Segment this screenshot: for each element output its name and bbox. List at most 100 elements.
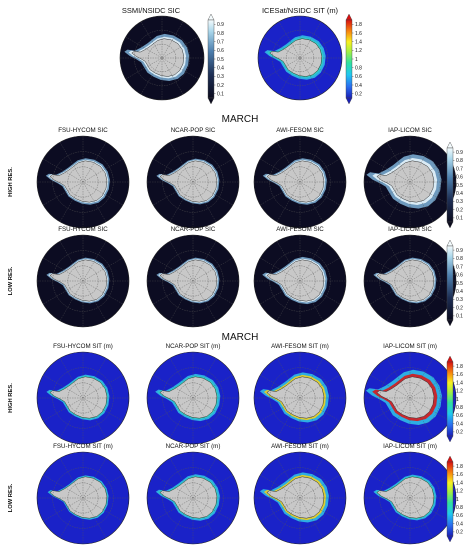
colorbar-tick-label: 0.2 bbox=[456, 305, 463, 311]
section2-map-r1-c3 bbox=[363, 451, 457, 545]
colorbar-tick-label: 0.3 bbox=[456, 297, 463, 303]
colorbar-tick-label: 1.2 bbox=[456, 389, 463, 395]
section1-map-title: NCAR-POP SIC bbox=[171, 127, 216, 134]
section2-map-r0-c2 bbox=[253, 351, 347, 445]
colorbar-tick-label: 0.4 bbox=[355, 83, 362, 89]
colorbar-tick-label: 0.8 bbox=[355, 65, 362, 71]
colorbar-tick-label: 0.9 bbox=[217, 22, 224, 28]
section2-row-label: LOW RES. bbox=[8, 483, 14, 512]
colorbar-tick-label: 0.6 bbox=[355, 74, 362, 80]
colorbar-tick-label: 1.6 bbox=[355, 31, 362, 37]
section1-map-r1-c2 bbox=[253, 234, 347, 328]
colorbar-tick-label: 0.4 bbox=[217, 65, 224, 71]
section1-row-label: HIGH RES. bbox=[8, 167, 14, 197]
top-colorbar-sic: 0.9 0.8 0.7 0.6 0.5 0.4 0.3 0.2 0.1 bbox=[207, 13, 224, 105]
colorbar-tick-label: 0.9 bbox=[456, 150, 463, 156]
colorbar-tick-label: 0.2 bbox=[456, 430, 463, 436]
colorbar-tick-label: 0.8 bbox=[456, 256, 463, 262]
colorbar-tick-label: 0.7 bbox=[217, 39, 224, 45]
colorbar-tick-label: 1.4 bbox=[456, 480, 463, 486]
colorbar-tick-label: 0.3 bbox=[456, 199, 463, 205]
colorbar-tick-label: 0.5 bbox=[456, 183, 463, 189]
section1-map-title: AWI-FESOM SIC bbox=[276, 127, 324, 134]
colorbar-tick-label: 1.2 bbox=[355, 48, 362, 54]
colorbar-tick-label: 0.1 bbox=[456, 216, 463, 222]
section2-map-r0-c0 bbox=[36, 351, 130, 445]
top-panel-title-sit: ICESat/NSIDC SIT (m) bbox=[262, 6, 339, 15]
colorbar-tick-label: 1.6 bbox=[456, 472, 463, 478]
colorbar-tick-label: 0.4 bbox=[456, 521, 463, 527]
section1-map-r1-c1 bbox=[146, 234, 240, 328]
colorbar-tick-label: 0.8 bbox=[217, 31, 224, 37]
colorbar-tick-label: 0.6 bbox=[456, 273, 463, 279]
colorbar-tick-label: 0.2 bbox=[355, 91, 362, 97]
colorbar-tick-label: 0.4 bbox=[456, 421, 463, 427]
section1-map-r0-c0 bbox=[36, 135, 130, 229]
top-map-sic bbox=[119, 15, 205, 101]
colorbar-tick-label: 1.2 bbox=[456, 489, 463, 495]
section1-colorbar-high: 0.9 0.8 0.7 0.6 0.5 0.4 0.3 0.2 0.1 bbox=[446, 141, 463, 229]
colorbar-tick-label: 1.8 bbox=[355, 22, 362, 28]
section1-map-title: IAP-LICOM SIC bbox=[388, 127, 432, 134]
colorbar-tick-label: 0.7 bbox=[456, 264, 463, 270]
colorbar-tick-label: 0.2 bbox=[456, 207, 463, 213]
colorbar-tick-label: 0.9 bbox=[456, 248, 463, 254]
section1-map-r1-c0 bbox=[36, 234, 130, 328]
colorbar-tick-label: 0.8 bbox=[456, 505, 463, 511]
section2-map-title: AWI-FESOM SIT (m) bbox=[271, 343, 329, 350]
colorbar-tick-label: 1.6 bbox=[456, 372, 463, 378]
colorbar-tick-label: 0.6 bbox=[456, 513, 463, 519]
section2-map-title: FSU-HYCOM SIT (m) bbox=[53, 443, 113, 450]
colorbar-tick-label: 0.4 bbox=[456, 191, 463, 197]
section2-header: MARCH bbox=[222, 332, 259, 343]
section2-map-title: IAP-LICOM SIT (m) bbox=[383, 343, 437, 350]
colorbar-tick-label: 0.4 bbox=[456, 289, 463, 295]
section2-map-r1-c2 bbox=[253, 451, 347, 545]
section1-header: MARCH bbox=[222, 114, 259, 125]
section1-map-r1-c3 bbox=[363, 234, 457, 328]
colorbar-tick-label: 0.8 bbox=[456, 158, 463, 164]
colorbar-tick-label: 0.5 bbox=[217, 57, 224, 63]
section2-map-r0-c3 bbox=[363, 351, 457, 445]
colorbar-tick-label: 0.2 bbox=[217, 83, 224, 89]
section2-map-title: NCAR-POP SIT (m) bbox=[166, 343, 221, 350]
colorbar-tick-label: 1 bbox=[456, 497, 459, 503]
colorbar-tick-label: 1.8 bbox=[456, 364, 463, 370]
top-colorbar-sit: 1.8 1.6 1.4 1.2 1 0.8 0.6 0.4 0.2 bbox=[345, 13, 362, 105]
colorbar-tick-label: 0.8 bbox=[456, 405, 463, 411]
section2-map-title: FSU-HYCOM SIT (m) bbox=[53, 343, 113, 350]
colorbar-tick-label: 0.1 bbox=[217, 91, 224, 97]
colorbar-tick-label: 0.6 bbox=[456, 413, 463, 419]
section1-colorbar-low: 0.9 0.8 0.7 0.6 0.5 0.4 0.3 0.2 0.1 bbox=[446, 239, 463, 327]
colorbar-tick-label: 0.2 bbox=[456, 530, 463, 536]
section2-map-title: NCAR-POP SIT (m) bbox=[166, 443, 221, 450]
top-map-sit bbox=[257, 15, 343, 101]
colorbar-tick-label: 0.7 bbox=[456, 166, 463, 172]
section1-map-title: FSU-HYCOM SIC bbox=[58, 226, 108, 233]
colorbar-tick-label: 1.8 bbox=[456, 464, 463, 470]
section2-map-title: AWI-FESOM SIT (m) bbox=[271, 443, 329, 450]
colorbar-tick-label: 0.3 bbox=[217, 74, 224, 80]
section2-colorbar-low: 1.8 1.6 1.4 1.2 1 0.8 0.6 0.4 0.2 bbox=[446, 455, 463, 543]
top-row: SSMI/NSIDC SIC ICESat/NSIDC SIT (m) 0.90… bbox=[119, 6, 362, 105]
colorbar-tick-label: 0.5 bbox=[456, 281, 463, 287]
section1-map-r0-c3 bbox=[363, 135, 457, 229]
section1-map-title: NCAR-POP SIC bbox=[171, 226, 216, 233]
section1-map-r0-c2 bbox=[253, 135, 347, 229]
colorbar-tick-label: 1.4 bbox=[456, 380, 463, 386]
section2-row-label: HIGH RES. bbox=[8, 383, 14, 413]
section2-map-r1-c1 bbox=[146, 451, 240, 545]
section2-map-r0-c1 bbox=[146, 351, 240, 445]
section2-map-title: IAP-LICOM SIT (m) bbox=[383, 443, 437, 450]
colorbar-tick-label: 0.6 bbox=[456, 175, 463, 181]
section1-map-title: FSU-HYCOM SIC bbox=[58, 127, 108, 134]
colorbar-tick-label: 1 bbox=[456, 397, 459, 403]
section1-map-r0-c1 bbox=[146, 135, 240, 229]
top-panel-title-sic: SSMI/NSIDC SIC bbox=[122, 6, 181, 15]
colorbar-tick-label: 0.6 bbox=[217, 48, 224, 54]
section1-row-label: LOW RES. bbox=[8, 266, 14, 295]
section2-map-r1-c0 bbox=[36, 451, 130, 545]
colorbar-tick-label: 0.1 bbox=[456, 314, 463, 320]
colorbar-tick-label: 1.4 bbox=[355, 39, 362, 45]
